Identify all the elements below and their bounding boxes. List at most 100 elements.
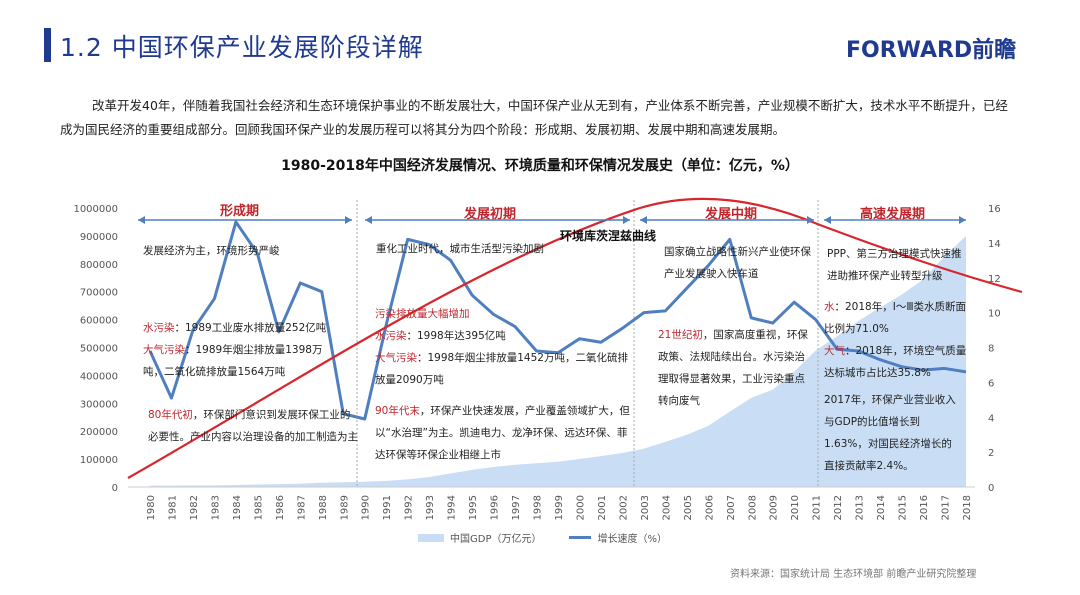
- p3-era-text: ，国家高度重视，环保政策、法规陆续出台。水污染治理取得显著效果，工业污染重点转向…: [658, 329, 808, 407]
- x-axis-tick-label: 1993: [425, 495, 436, 520]
- x-axis-tick-label: 2018: [962, 495, 973, 520]
- p2-pollution-note: 污染排放量大幅增加 水污染：1998年达395亿吨 大气污染：1998年烟尘排放…: [375, 303, 630, 391]
- left-axis-tick-label: 200000: [80, 427, 118, 438]
- x-axis-tick-label: 1990: [361, 495, 372, 520]
- x-axis-tick-label: 2012: [833, 495, 844, 520]
- p4-revenue-note: 2017年，环保产业营业收入与GDP的比值增长到1.63%，对国民经济增长的直接…: [824, 394, 956, 472]
- right-axis-tick-label: 12: [988, 274, 1001, 285]
- p2-water-text: ：1998年达395亿吨: [406, 330, 506, 342]
- x-axis-tick-label: 2007: [726, 495, 737, 520]
- arrow-head-left-icon: [138, 216, 145, 224]
- x-axis-tick-label: 2017: [941, 495, 952, 520]
- x-axis-tick-label: 1986: [275, 495, 286, 520]
- left-axis-tick-label: 700000: [80, 288, 118, 299]
- x-axis-tick-label: 1989: [339, 495, 350, 520]
- x-axis-tick-label: 1996: [490, 495, 501, 520]
- x-axis-tick-label: 1985: [253, 495, 264, 520]
- p4-main-note: PPP、第三方治理模式快速推进助推环保产业转型升级: [827, 248, 962, 282]
- x-axis-tick-label: 1991: [382, 495, 393, 520]
- arrow-head-left-icon: [824, 216, 831, 224]
- p2-air-text: ：1998年烟尘排放量1452万吨，二氧化硫排放量2090万吨: [375, 352, 628, 386]
- p3-era-label: 21世纪初: [658, 329, 703, 341]
- p2-era-text: ，环保产业快速发展，产业覆盖领域扩大，但以“水治理”为主。凯迪电力、龙净环保、远…: [375, 405, 630, 461]
- p1-pollution-note: 水污染：1989工业废水排放量252亿吨 大气污染：1989年烟尘排放量1398…: [143, 317, 343, 383]
- left-axis-tick-label: 1000000: [73, 204, 118, 215]
- source-note: 资料来源：国家统计局 生态环境部 前瞻产业研究院整理: [730, 569, 977, 580]
- p1-era-label: 80年代初: [148, 409, 193, 421]
- x-axis-tick-label: 2006: [704, 495, 715, 520]
- x-axis-tick-label: 2002: [618, 495, 629, 520]
- x-axis-tick-label: 1987: [296, 495, 307, 520]
- x-axis-tick-label: 2001: [597, 495, 608, 520]
- x-axis-tick-label: 1983: [210, 495, 221, 520]
- x-axis-tick-label: 1984: [232, 495, 243, 520]
- right-axis-tick-label: 8: [988, 344, 994, 355]
- chart-title: 1980-2018年中国经济发展情况、环境质量和环保情况发展史（单位：亿元，%）: [281, 158, 799, 174]
- x-axis-tick-label: 2009: [769, 495, 780, 520]
- phase-label-rapid: 高速发展期: [860, 207, 926, 222]
- p1-era-note: 80年代初，环保部门意识到发展环保工业的必要性。产业内容以治理设备的加工制造为主: [148, 404, 358, 448]
- x-axis-tick-label: 2010: [790, 495, 801, 520]
- right-axis-tick-label: 10: [988, 309, 1001, 320]
- x-axis-tick-label: 1999: [554, 495, 565, 520]
- right-axis-tick-label: 2: [988, 448, 994, 459]
- title-accent-bar: [44, 28, 51, 62]
- p4-water-label: 水: [824, 301, 835, 313]
- ekc-curve: [127, 197, 1023, 479]
- arrow-head-right-icon: [807, 216, 814, 224]
- x-axis-tick-label: 1982: [189, 495, 200, 520]
- p1-water-label: 水污染: [143, 322, 175, 334]
- x-axis-tick-label: 1997: [511, 495, 522, 520]
- left-axis-tick-label: 100000: [80, 455, 118, 466]
- right-axis-tick-label: 0: [988, 483, 994, 494]
- forward-logo: FORWARD前瞻: [846, 38, 1017, 63]
- right-axis-tick-label: 6: [988, 378, 994, 389]
- intro-paragraph: 改革开发40年，伴随着我国社会经济和生态环境保护事业的不断发展壮大，中国环保产业…: [60, 98, 1008, 137]
- p4-air-label: 大气: [824, 345, 845, 357]
- p3-main-note: 国家确立战略性新兴产业使环保产业发展驶入快车道: [664, 246, 811, 280]
- p4-quality-note: 水：2018年，Ⅰ～Ⅲ类水质断面比例为71.0% 大气：2018年，环境空气质量…: [824, 296, 969, 384]
- arrow-head-right-icon: [623, 216, 630, 224]
- arrow-head-right-icon: [959, 216, 966, 224]
- legend-swatch-growth: [569, 536, 592, 539]
- phase-label-middle: 发展中期: [705, 207, 758, 222]
- p2-head: 污染排放量大幅增加: [375, 308, 470, 320]
- p3-era-note: 21世纪初，国家高度重视，环保政策、法规陆续出台。水污染治理取得显著效果，工业污…: [658, 324, 810, 412]
- p1-water-text: ：1989工业废水排放量252亿吨: [174, 322, 327, 334]
- legend-label-growth: 增长速度（%）: [597, 534, 667, 545]
- p2-air-label: 大气污染: [375, 352, 417, 364]
- phase-label-formation: 形成期: [220, 204, 260, 219]
- x-axis-tick-label: 2014: [876, 495, 887, 520]
- p1-era-text: ，环保部门意识到发展环保工业的必要性。产业内容以治理设备的加工制造为主: [148, 409, 358, 443]
- x-axis-tick-label: 2008: [747, 495, 758, 520]
- ekc-curve-label: 环境库茨涅兹曲线: [560, 228, 656, 243]
- right-axis-tick-label: 16: [988, 204, 1001, 215]
- p4-air-text: ：2018年，环境空气质量达标城市占比达35.8%: [824, 345, 967, 379]
- p2-main-note: 重化工业时代，城市生活型污染加剧: [376, 243, 544, 255]
- gdp-area: [150, 235, 966, 487]
- p4-water-text: ：2018年，Ⅰ～Ⅲ类水质断面比例为71.0%: [824, 301, 967, 335]
- arrow-head-left-icon: [640, 216, 647, 224]
- left-axis-tick-label: 500000: [80, 344, 118, 355]
- p2-era-note: 90年代末，环保产业快速发展，产业覆盖领域扩大，但以“水治理”为主。凯迪电力、龙…: [375, 400, 635, 466]
- left-axis-tick-label: 900000: [80, 232, 118, 243]
- x-axis-tick-label: 2003: [640, 495, 651, 520]
- left-axis-tick-label: 600000: [80, 316, 118, 327]
- phase-label-early: 发展初期: [464, 207, 517, 222]
- right-axis-tick-label: 4: [988, 413, 994, 424]
- legend-swatch-gdp: [418, 533, 444, 542]
- x-axis-tick-label: 2015: [898, 495, 909, 520]
- p1-air-label: 大气污染: [143, 344, 185, 356]
- left-axis-tick-label: 800000: [80, 260, 118, 271]
- x-axis-tick-label: 2011: [812, 495, 823, 520]
- left-axis-tick-label: 0: [112, 483, 118, 494]
- x-axis-tick-label: 1994: [447, 495, 458, 520]
- page-title: 1.2 中国环保产业发展阶段详解: [60, 33, 424, 62]
- x-axis-tick-label: 2000: [575, 495, 586, 520]
- x-axis-tick-label: 1995: [468, 495, 479, 520]
- p1-main-note: 发展经济为主，环境形势严峻: [143, 245, 280, 257]
- x-axis-tick-label: 1980: [146, 495, 157, 520]
- legend-label-gdp: 中国GDP（万亿元）: [450, 534, 542, 545]
